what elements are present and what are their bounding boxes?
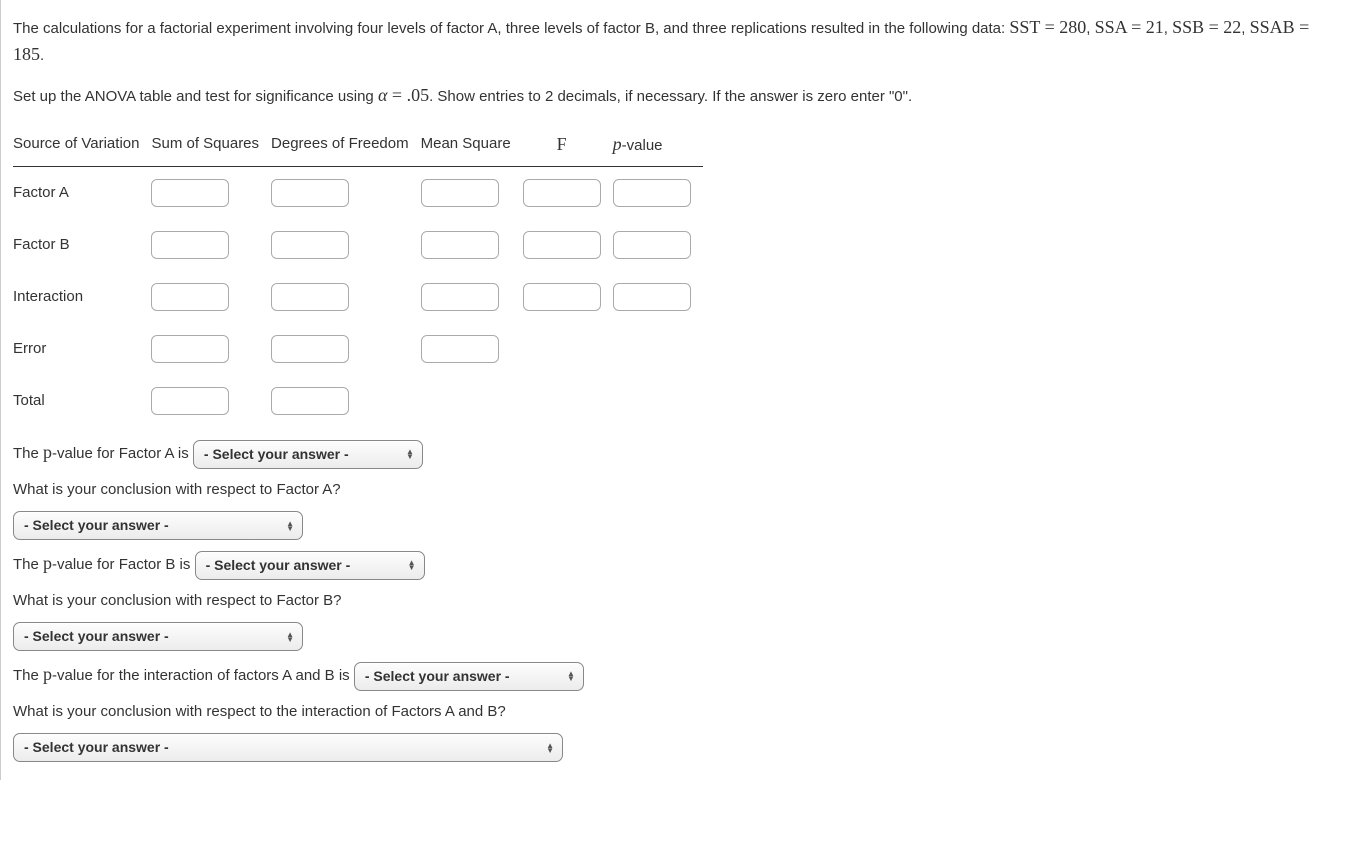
input-a-ms[interactable] bbox=[421, 179, 499, 207]
updown-icon: ▲▼ bbox=[286, 632, 294, 642]
question-concl-b-text: What is your conclusion with respect to … bbox=[13, 590, 1334, 613]
select-concl-a[interactable]: - Select your answer - ▲▼ bbox=[13, 511, 303, 540]
label-interaction: Interaction bbox=[13, 271, 151, 323]
input-a-df[interactable] bbox=[271, 179, 349, 207]
select-concl-b[interactable]: - Select your answer - ▲▼ bbox=[13, 622, 303, 651]
pB-mid: -value for Factor B is bbox=[52, 556, 195, 573]
input-a-f[interactable] bbox=[523, 179, 601, 207]
updown-icon: ▲▼ bbox=[546, 743, 554, 753]
eq-ssb-lhs: SSB bbox=[1172, 17, 1204, 37]
select-p-a-label: - Select your answer - bbox=[204, 444, 349, 465]
sep1: , bbox=[1086, 20, 1094, 37]
select-p-b[interactable]: - Select your answer - ▲▼ bbox=[195, 551, 425, 580]
col-df: Degrees of Freedom bbox=[271, 123, 421, 167]
input-ab-f[interactable] bbox=[523, 283, 601, 311]
label-factor-a: Factor A bbox=[13, 167, 151, 220]
input-err-ms[interactable] bbox=[421, 335, 499, 363]
input-tot-df[interactable] bbox=[271, 387, 349, 415]
input-err-ss[interactable] bbox=[151, 335, 229, 363]
row-factor-b: Factor B bbox=[13, 219, 703, 271]
col-p-rest: -value bbox=[622, 137, 663, 154]
question-p-ab: The p-value for the interaction of facto… bbox=[13, 661, 1334, 691]
input-b-p[interactable] bbox=[613, 231, 691, 259]
pB-p: p bbox=[43, 553, 52, 573]
col-ss: Sum of Squares bbox=[151, 123, 271, 167]
row-total: Total bbox=[13, 375, 703, 427]
select-p-ab[interactable]: - Select your answer - ▲▼ bbox=[354, 662, 584, 691]
pA-p: p bbox=[43, 442, 52, 462]
pA-mid: -value for Factor A is bbox=[52, 445, 193, 462]
select-p-a[interactable]: - Select your answer - ▲▼ bbox=[193, 440, 423, 469]
select-p-ab-label: - Select your answer - bbox=[365, 666, 510, 687]
input-b-ss[interactable] bbox=[151, 231, 229, 259]
col-p-p: p bbox=[613, 134, 622, 154]
input-tot-ss[interactable] bbox=[151, 387, 229, 415]
alpha-rhs: .05 bbox=[407, 85, 430, 105]
question-p-a: The p-value for Factor A is - Select you… bbox=[13, 439, 1334, 469]
intro-period: . bbox=[40, 47, 44, 64]
label-factor-b: Factor B bbox=[13, 219, 151, 271]
pAB-prefix: The bbox=[13, 667, 43, 684]
col-ms: Mean Square bbox=[421, 123, 523, 167]
row-interaction: Interaction bbox=[13, 271, 703, 323]
input-ab-df[interactable] bbox=[271, 283, 349, 311]
input-ab-ms[interactable] bbox=[421, 283, 499, 311]
select-concl-ab-label: - Select your answer - bbox=[24, 737, 169, 758]
eq-ssab-rhs: 185 bbox=[13, 44, 40, 64]
eq-ssb-rhs: 22 bbox=[1223, 17, 1241, 37]
alpha-lhs: α bbox=[378, 85, 387, 105]
updown-icon: ▲▼ bbox=[408, 560, 416, 570]
pAB-mid: -value for the interaction of factors A … bbox=[52, 667, 354, 684]
input-a-p[interactable] bbox=[613, 179, 691, 207]
sep3: , bbox=[1241, 20, 1249, 37]
eq-sst-lhs: SST bbox=[1009, 17, 1040, 37]
pAB-p: p bbox=[43, 664, 52, 684]
input-b-df[interactable] bbox=[271, 231, 349, 259]
input-b-ms[interactable] bbox=[421, 231, 499, 259]
input-ab-p[interactable] bbox=[613, 283, 691, 311]
input-ab-ss[interactable] bbox=[151, 283, 229, 311]
setup-part1: Set up the ANOVA table and test for sign… bbox=[13, 88, 378, 105]
question-p-b: The p-value for Factor B is - Select you… bbox=[13, 550, 1334, 580]
select-p-b-label: - Select your answer - bbox=[206, 555, 351, 576]
updown-icon: ▲▼ bbox=[406, 449, 414, 459]
label-error: Error bbox=[13, 323, 151, 375]
pA-prefix: The bbox=[13, 445, 43, 462]
select-concl-a-label: - Select your answer - bbox=[24, 515, 169, 536]
label-total: Total bbox=[13, 375, 151, 427]
setup-text: Set up the ANOVA table and test for sign… bbox=[13, 82, 1334, 109]
select-concl-b-label: - Select your answer - bbox=[24, 626, 169, 647]
row-factor-a: Factor A bbox=[13, 167, 703, 220]
sep2: , bbox=[1164, 20, 1172, 37]
eq-ssa-rhs: 21 bbox=[1146, 17, 1164, 37]
row-error: Error bbox=[13, 323, 703, 375]
eq-ssab-lhs: SSAB bbox=[1250, 17, 1295, 37]
question-concl-a-text: What is your conclusion with respect to … bbox=[13, 479, 1334, 502]
problem-intro: The calculations for a factorial experim… bbox=[13, 14, 1334, 68]
intro-text: The calculations for a factorial experim… bbox=[13, 20, 1009, 37]
eq-ssa-lhs: SSA bbox=[1095, 17, 1127, 37]
eq-sst-rhs: 280 bbox=[1059, 17, 1086, 37]
question-concl-ab-text: What is your conclusion with respect to … bbox=[13, 701, 1334, 724]
col-f: F bbox=[557, 134, 567, 154]
pB-prefix: The bbox=[13, 556, 43, 573]
col-source: Source of Variation bbox=[13, 123, 151, 167]
anova-table: Source of Variation Sum of Squares Degre… bbox=[13, 123, 703, 427]
input-err-df[interactable] bbox=[271, 335, 349, 363]
input-b-f[interactable] bbox=[523, 231, 601, 259]
setup-part2: . Show entries to 2 decimals, if necessa… bbox=[429, 88, 912, 105]
input-a-ss[interactable] bbox=[151, 179, 229, 207]
updown-icon: ▲▼ bbox=[286, 521, 294, 531]
select-concl-ab[interactable]: - Select your answer - ▲▼ bbox=[13, 733, 563, 762]
updown-icon: ▲▼ bbox=[567, 671, 575, 681]
